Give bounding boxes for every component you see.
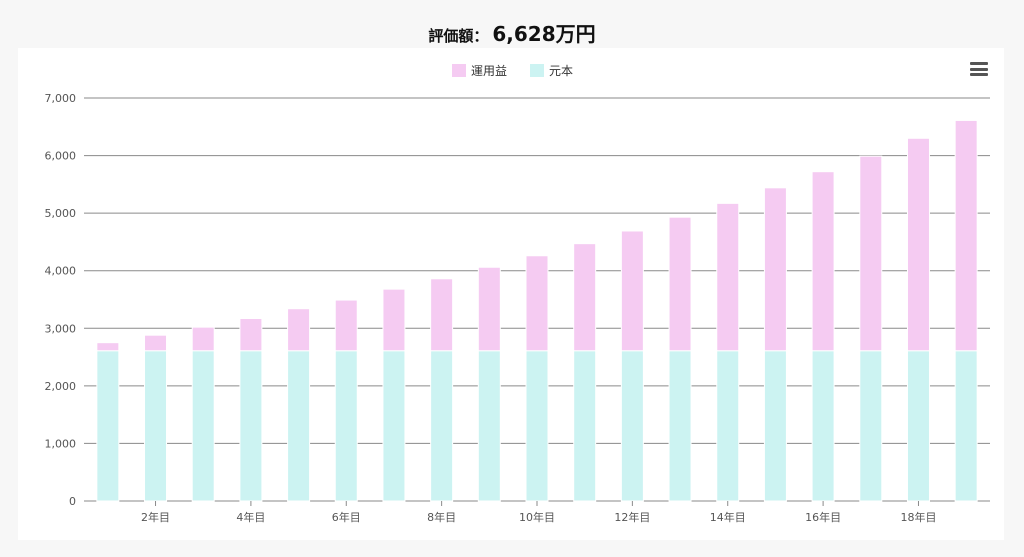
y-axis: 0 1,000 2,000 3,000 4,000 5,000 6,000 7,000: [45, 92, 77, 508]
bar-profit[interactable]: [287, 308, 311, 352]
chart-header: 評価額： 6,628万円: [0, 18, 1024, 47]
bar-principal[interactable]: [191, 350, 215, 502]
legend-swatch: [530, 64, 544, 77]
legend-swatch: [452, 64, 466, 77]
x-tick-label: 10年目: [519, 510, 555, 524]
legend-item-principal[interactable]: 元本: [530, 64, 573, 78]
bar-profit[interactable]: [525, 255, 549, 352]
bar-principal[interactable]: [525, 350, 549, 502]
legend: 運用益 元本: [452, 64, 573, 78]
bar-profit[interactable]: [906, 137, 930, 352]
hamburger-menu-icon[interactable]: [970, 62, 988, 76]
bar-profit[interactable]: [763, 187, 787, 352]
y-tick-label: 5,000: [45, 207, 77, 220]
bar-principal[interactable]: [334, 350, 358, 502]
y-tick-label: 0: [69, 495, 76, 508]
bar-principal[interactable]: [716, 350, 740, 502]
chart-panel: [18, 48, 1004, 540]
bar-profit[interactable]: [573, 243, 597, 352]
bar-principal[interactable]: [96, 350, 120, 502]
x-tick-label: 2年目: [141, 510, 170, 524]
legend-label: 運用益: [471, 64, 507, 78]
bar-profit[interactable]: [191, 326, 215, 352]
bar-principal[interactable]: [620, 350, 644, 502]
bar-profit[interactable]: [96, 342, 120, 352]
bars: [96, 119, 978, 502]
x-tick-label: 16年目: [805, 510, 841, 524]
bar-profit[interactable]: [334, 299, 358, 352]
bar-profit[interactable]: [382, 288, 406, 352]
bar-profit[interactable]: [144, 334, 168, 352]
y-tick-label: 7,000: [45, 92, 77, 105]
bar-principal[interactable]: [477, 350, 501, 502]
y-tick-label: 2,000: [45, 380, 77, 393]
valuation-label: 評価額：: [428, 27, 489, 45]
x-tick-label: 12年目: [614, 510, 650, 524]
bar-principal[interactable]: [859, 350, 883, 502]
y-tick-label: 3,000: [45, 322, 77, 335]
legend-label: 元本: [549, 64, 573, 78]
bar-principal[interactable]: [144, 350, 168, 502]
bar-principal[interactable]: [906, 350, 930, 502]
bar-principal[interactable]: [954, 350, 978, 502]
valuation-value: 6,628万円: [492, 22, 596, 46]
bar-profit[interactable]: [859, 155, 883, 352]
y-tick-label: 1,000: [45, 437, 77, 450]
x-tick-label: 4年目: [236, 510, 265, 524]
bar-profit[interactable]: [430, 278, 454, 352]
bar-profit[interactable]: [239, 317, 263, 352]
x-tick-label: 8年目: [427, 510, 456, 524]
x-tick-label: 18年目: [900, 510, 936, 524]
y-tick-label: 4,000: [45, 265, 77, 278]
x-axis: 2年目 4年目 6年目 8年目 10年目 12年目 14年目 16年目 18年目: [141, 501, 936, 524]
bar-principal[interactable]: [573, 350, 597, 502]
bar-principal[interactable]: [668, 350, 692, 502]
bar-profit[interactable]: [620, 230, 644, 352]
legend-item-profit[interactable]: 運用益: [452, 64, 507, 78]
bar-profit[interactable]: [954, 119, 978, 352]
bar-profit[interactable]: [668, 216, 692, 352]
bar-principal[interactable]: [239, 350, 263, 502]
bar-profit[interactable]: [716, 202, 740, 352]
x-tick-label: 14年目: [710, 510, 746, 524]
y-tick-label: 6,000: [45, 150, 77, 163]
bar-principal[interactable]: [763, 350, 787, 502]
bar-principal[interactable]: [811, 350, 835, 502]
bar-profit[interactable]: [811, 171, 835, 352]
bar-profit[interactable]: [477, 266, 501, 352]
bar-principal[interactable]: [382, 350, 406, 502]
bar-principal[interactable]: [430, 350, 454, 502]
x-tick-label: 6年目: [332, 510, 361, 524]
bar-principal[interactable]: [287, 350, 311, 502]
